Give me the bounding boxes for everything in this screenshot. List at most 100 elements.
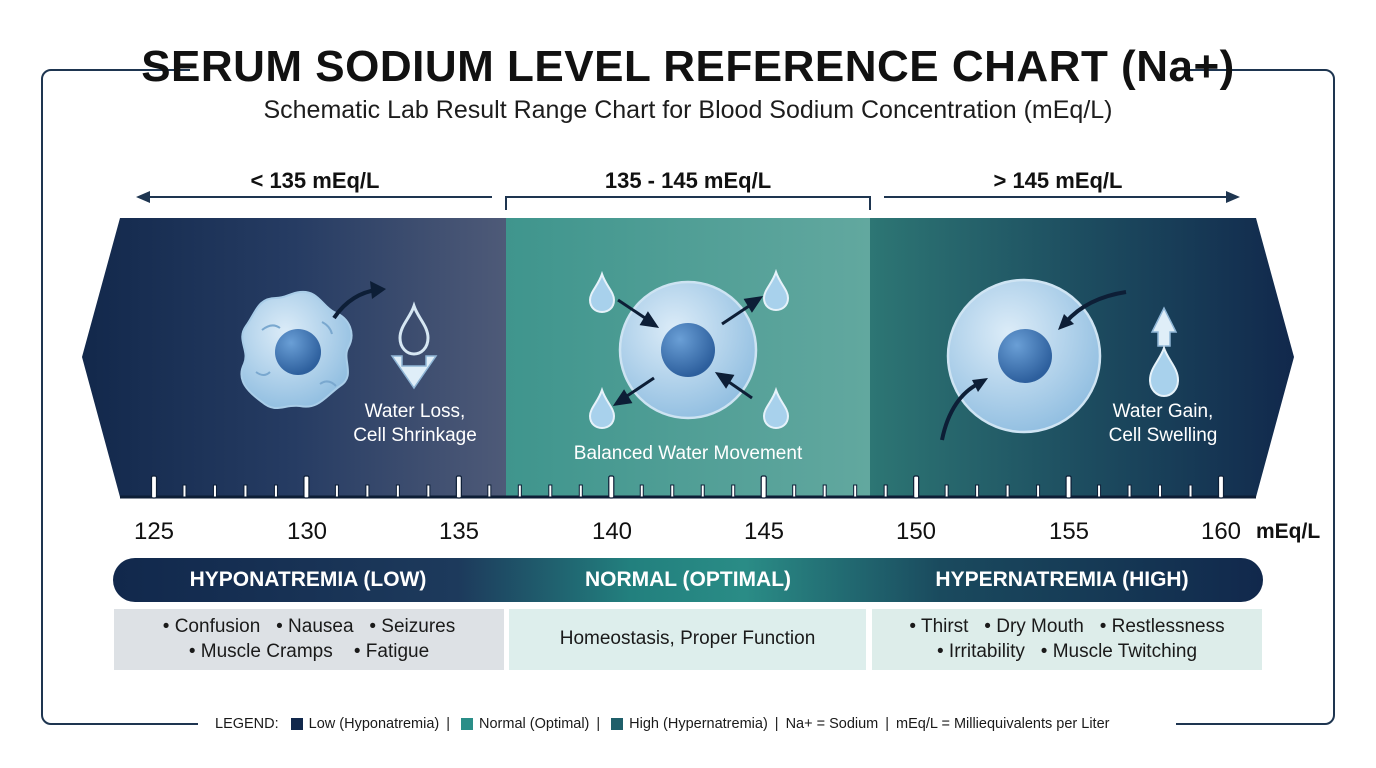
category-normal: NORMAL (OPTIMAL) xyxy=(584,568,792,591)
axis-minor-tick xyxy=(365,484,370,498)
range-label-low: < 135 mEq/L xyxy=(250,168,380,193)
axis-minor-tick xyxy=(1188,484,1193,498)
arrowhead-out-icon xyxy=(370,281,386,299)
range-label-normal: 135 - 145 mEq/L xyxy=(604,168,772,193)
axis-minor-tick xyxy=(273,484,278,498)
tick-label-125: 125 xyxy=(133,518,175,545)
tick-label-140: 140 xyxy=(591,518,633,545)
low-band-label: Water Loss, Cell Shrinkage xyxy=(330,400,500,448)
legend-mask xyxy=(198,712,1176,738)
balanced-arrows-icon xyxy=(612,296,764,406)
axis-minor-tick xyxy=(487,484,492,498)
water-drop-down-icon xyxy=(390,301,438,390)
axis-minor-tick xyxy=(334,484,339,498)
shrunken-cell-icon xyxy=(240,290,353,410)
tick-label-150: 150 xyxy=(895,518,937,545)
legend-swatch-high xyxy=(611,718,624,730)
axis-minor-tick xyxy=(212,484,217,498)
arrowhead-in-bottom-icon xyxy=(972,378,988,392)
curved-arrow-in-bottom-icon xyxy=(940,382,979,441)
water-drop-up-icon xyxy=(1148,306,1180,398)
legend-low: Low (Hyponatremia) xyxy=(308,716,440,732)
axis-major-tick xyxy=(608,475,615,499)
symptoms-normal-box: Homeostasis, Proper Function xyxy=(509,609,866,670)
axis-minor-tick xyxy=(822,484,827,498)
axis-minor-tick xyxy=(243,484,248,498)
axis-minor-tick xyxy=(792,484,797,498)
axis-minor-tick xyxy=(670,484,675,498)
axis-major-tick xyxy=(455,475,462,499)
axis-ticks xyxy=(150,475,1225,499)
legend-separator: | xyxy=(446,716,451,732)
legend-separator: | xyxy=(774,716,779,732)
axis-minor-tick xyxy=(578,484,583,498)
axis-minor-tick xyxy=(1005,484,1010,498)
axis-minor-tick xyxy=(395,484,400,498)
symptoms-normal-line1: Homeostasis, Proper Function xyxy=(559,628,816,650)
axis-minor-tick xyxy=(1127,484,1132,498)
tick-label-160: 160 xyxy=(1200,518,1242,545)
axis-major-tick xyxy=(303,475,310,499)
axis-minor-tick xyxy=(639,484,644,498)
legend-meq: mEq/L = Milliequivalents per Liter xyxy=(896,716,1110,732)
axis-major-tick xyxy=(913,475,920,499)
normal-band-label: Balanced Water Movement xyxy=(573,443,803,464)
axis-minor-tick xyxy=(883,484,888,498)
legend-normal: Normal (Optimal) xyxy=(479,716,590,732)
legend-high: High (Hypernatremia) xyxy=(629,716,768,732)
arrowhead-in-top-icon xyxy=(1058,314,1074,330)
legend-swatch-low xyxy=(290,718,303,730)
range-bracket-normal xyxy=(505,196,871,210)
category-high: HYPERNATREMIA (HIGH) xyxy=(935,568,1189,591)
axis-minor-tick xyxy=(853,484,858,498)
range-label-high: > 145 mEq/L xyxy=(993,168,1123,193)
axis-major-tick xyxy=(1217,475,1225,499)
axis-minor-tick xyxy=(731,484,736,498)
legend-separator: | xyxy=(596,716,601,732)
axis-minor-tick xyxy=(517,484,522,498)
symptoms-high-line2: • Irritability • Muscle Twitching xyxy=(936,640,1198,662)
low-band-label-line1: Water Loss, xyxy=(364,401,466,422)
symptoms-high-line1: • Thirst • Dry Mouth • Restlessness xyxy=(909,615,1225,637)
axis-unit: mEq/L xyxy=(1256,520,1321,543)
legend-prefix: LEGEND: xyxy=(215,716,279,732)
legend: LEGEND: Low (Hyponatremia) | Normal (Opt… xyxy=(215,716,1109,732)
axis-major-tick xyxy=(760,475,767,499)
legend-swatch-normal xyxy=(461,718,474,730)
curved-arrow-in-top-icon xyxy=(1064,290,1127,324)
arrowhead-high xyxy=(1226,191,1240,203)
tick-label-155: 155 xyxy=(1048,518,1090,545)
axis-minor-tick xyxy=(1158,484,1163,498)
axis-minor-tick xyxy=(1097,484,1102,498)
axis-minor-tick xyxy=(1036,484,1041,498)
legend-na: Na+ = Sodium xyxy=(785,716,879,732)
axis-minor-tick xyxy=(426,484,431,498)
tick-label-145: 145 xyxy=(743,518,785,545)
tick-label-130: 130 xyxy=(286,518,328,545)
axis-minor-tick xyxy=(548,484,553,498)
arrowhead-low xyxy=(136,191,150,203)
title-mask xyxy=(190,55,1186,89)
category-low: HYPONATREMIA (LOW) xyxy=(189,568,427,591)
category-bar: HYPONATREMIA (LOW) NORMAL (OPTIMAL) HYPE… xyxy=(113,558,1263,602)
symptoms-high-box: • Thirst • Dry Mouth • Restlessness • Ir… xyxy=(872,609,1262,670)
high-band-label-line1: Water Gain, xyxy=(1112,401,1214,422)
swollen-cell-icon xyxy=(946,278,1102,434)
symptoms-low-box: • Confusion • Nausea • Seizures • Muscle… xyxy=(114,609,504,670)
tick-label-135: 135 xyxy=(438,518,480,545)
legend-separator: | xyxy=(885,716,890,732)
axis-minor-tick xyxy=(944,484,949,498)
chart-subtitle: Schematic Lab Result Range Chart for Blo… xyxy=(263,96,1113,124)
axis-minor-tick xyxy=(182,484,187,498)
high-band-label-line2: Cell Swelling xyxy=(1108,424,1218,446)
symptoms-low-line1: • Confusion • Nausea • Seizures xyxy=(162,615,456,637)
high-band-label: Water Gain, Cell Swelling xyxy=(1088,400,1238,448)
axis-minor-tick xyxy=(700,484,705,498)
axis-minor-tick xyxy=(975,484,980,498)
low-band-label-line2: Cell Shrinkage xyxy=(353,424,477,446)
chart-title: SERUM SODIUM LEVEL REFERENCE CHART (Na+) xyxy=(141,42,1235,91)
axis-major-tick xyxy=(150,475,158,499)
symptoms-low-line2: • Muscle Cramps • Fatigue xyxy=(188,640,430,662)
